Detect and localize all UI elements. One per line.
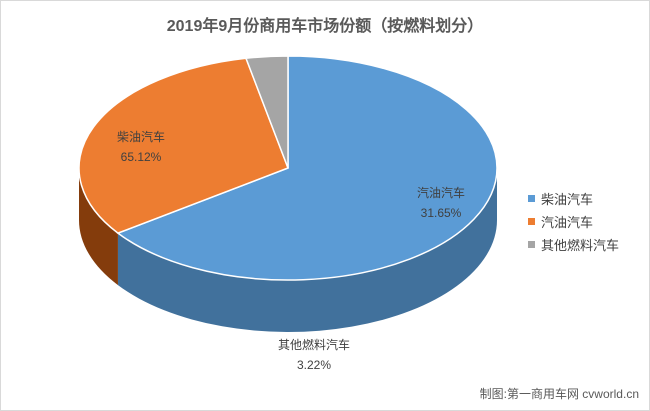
legend-item-diesel: 柴油汽车 [528,187,619,210]
legend-label: 其他燃料汽车 [541,238,620,253]
chart-legend: 柴油汽车 汽油汽车 其他燃料汽车 [528,187,619,256]
pie-tops [78,55,498,281]
data-label-category: 其他燃料汽车 [278,337,350,352]
data-label-category: 柴油汽车 [117,129,165,144]
legend-label: 汽油汽车 [541,215,594,230]
legend-swatch [528,241,535,248]
data-label-value: 31.65% [421,206,462,220]
pie-slice-2 [244,55,289,169]
pie-slice-1 [78,57,289,234]
data-label-category: 汽油汽车 [417,185,465,200]
pie-side-0 [117,168,498,332]
legend-swatch [528,218,535,225]
pie-labels: 柴油汽车 65.12% 汽油汽车 31.65% 其他燃料汽车 3.22% [117,129,465,372]
legend-item-gasoline: 汽油汽车 [528,210,619,233]
data-label-value: 3.22% [297,358,331,372]
chart-title: 2019年9月份商用车市场份额（按燃料划分） [166,18,484,35]
source-credit: 制图:第一商用车网 cvworld.cn [479,387,639,401]
legend-label: 柴油汽车 [541,192,594,207]
legend-item-other-fuel: 其他燃料汽车 [528,233,619,256]
data-label-value: 65.12% [121,150,162,164]
pie-side-1 [79,168,118,286]
pie-sides [79,168,498,332]
pie-slice-0 [116,55,498,281]
legend-swatch [528,195,535,202]
